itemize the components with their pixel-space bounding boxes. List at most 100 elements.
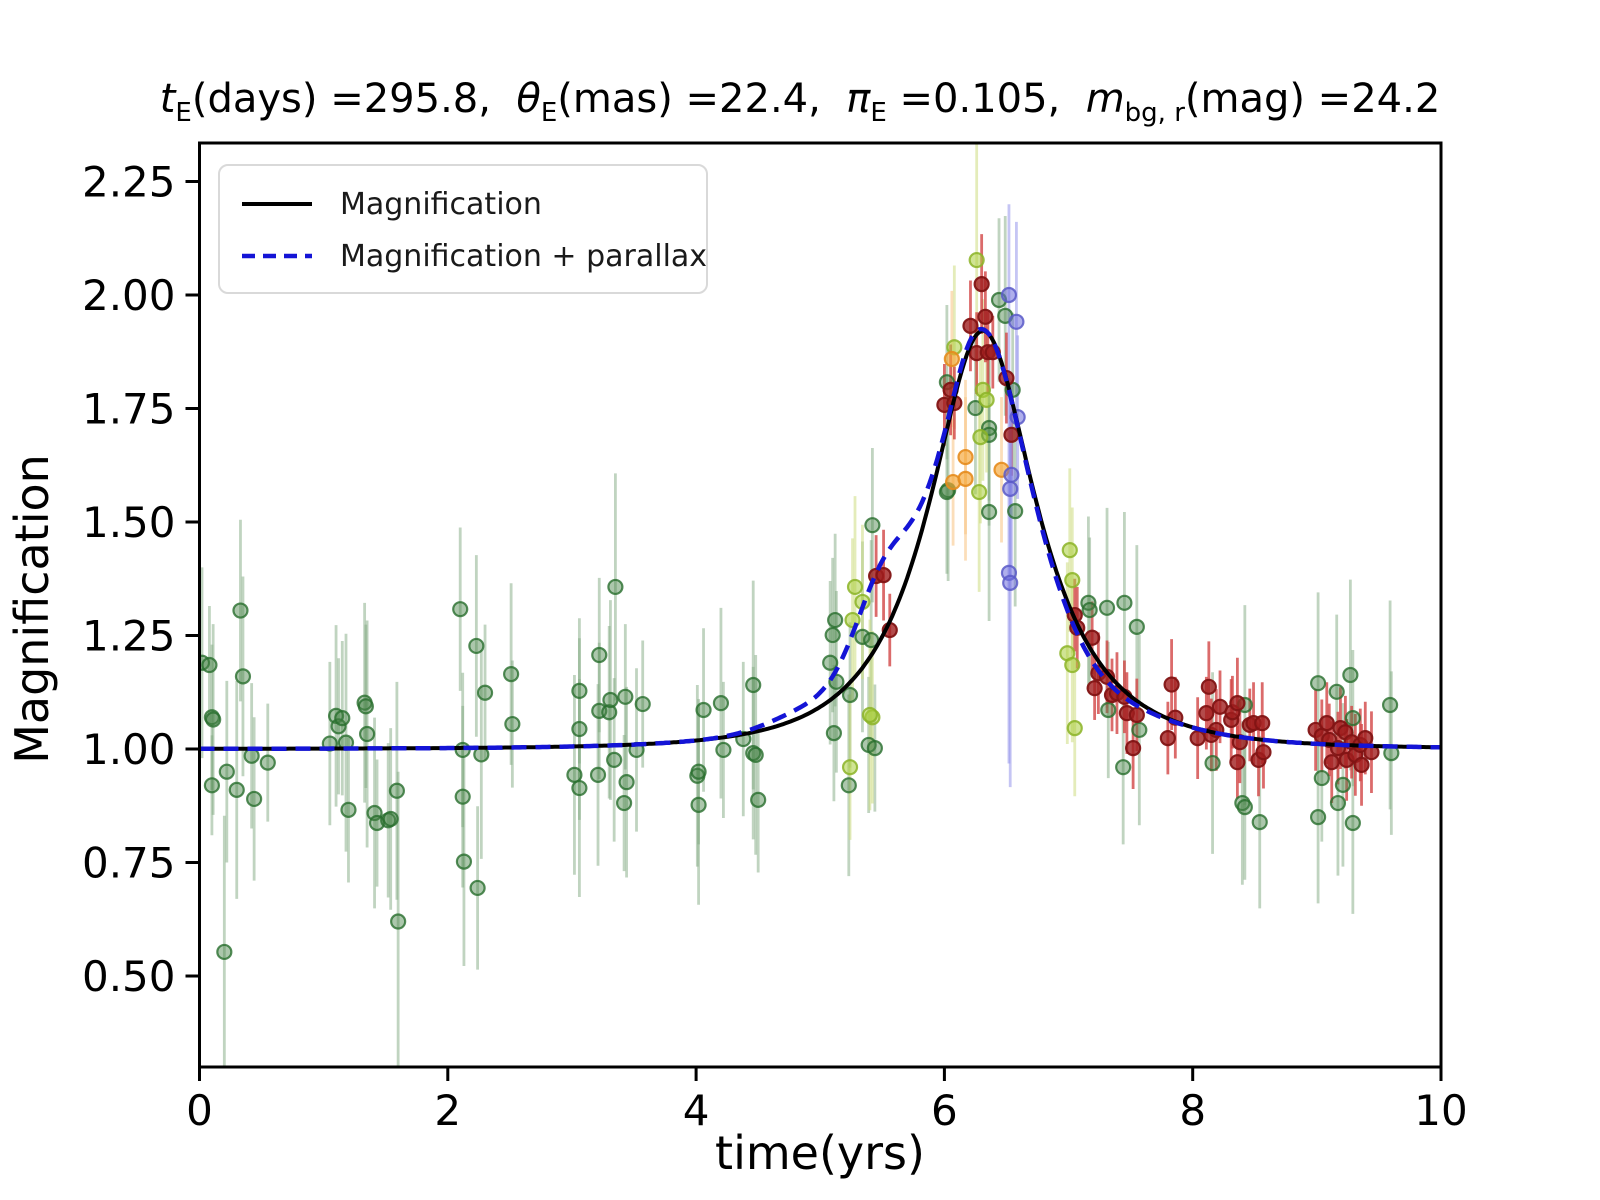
data-point-survey-green xyxy=(1381,696,1399,714)
data-point-survey-green xyxy=(452,601,469,618)
y-tick-label: 1.50 xyxy=(82,498,176,547)
data-point-survey-green xyxy=(571,720,588,738)
data-point-survey-yellowgreen xyxy=(846,578,864,596)
data-point-survey-green xyxy=(1251,814,1268,831)
data-point-survey-red xyxy=(1086,680,1103,697)
data-point-survey-green xyxy=(715,741,732,759)
data-point-survey-green xyxy=(234,668,252,685)
data-point-survey-green xyxy=(504,715,521,733)
data-point-survey-green xyxy=(476,684,494,701)
data-point-survey-yellowgreen xyxy=(1061,542,1078,559)
data-point-survey-green xyxy=(205,711,222,728)
data-point-survey-green xyxy=(1309,809,1327,826)
data-point-survey-green xyxy=(712,695,730,712)
data-point-survey-orange xyxy=(957,470,974,487)
data-point-survey-green xyxy=(330,718,347,735)
data-point-survey-green xyxy=(690,763,707,780)
data-point-survey-green xyxy=(1344,814,1361,832)
data-point-survey-green xyxy=(617,688,634,705)
data-point-survey-green xyxy=(1342,666,1359,684)
data-point-survey-yellowgreen xyxy=(861,706,879,724)
legend: Magnification Magnification + parallax xyxy=(218,164,708,294)
data-layer xyxy=(199,143,1441,1067)
data-point-survey-yellowgreen xyxy=(1064,656,1081,674)
data-point-survey-green xyxy=(1128,618,1145,635)
data-point-survey-yellowgreen xyxy=(971,483,988,501)
data-point-survey-green xyxy=(455,853,473,870)
data-point-survey-green xyxy=(340,801,357,818)
data-point-survey-green xyxy=(601,704,618,721)
title-segment: (mas) =22.4, xyxy=(557,76,847,122)
data-point-survey-green xyxy=(690,796,707,813)
data-point-survey-red xyxy=(1254,715,1271,732)
data-point-survey-green xyxy=(1116,594,1133,611)
data-point-survey-green xyxy=(216,943,233,961)
solid-line-sample xyxy=(242,202,312,206)
data-point-survey-blue xyxy=(1002,574,1019,591)
data-point-survey-green xyxy=(1334,776,1352,793)
data-point-survey-red xyxy=(875,567,892,584)
y-tick-label: 2.00 xyxy=(82,271,176,320)
title-segment: E xyxy=(870,98,887,128)
x-tick-label: 8 xyxy=(1179,1086,1206,1135)
data-point-survey-red xyxy=(1128,706,1145,724)
x-tick-label: 4 xyxy=(683,1086,710,1135)
data-point-survey-red xyxy=(1163,676,1180,693)
y-tick-label: 0.75 xyxy=(82,839,176,888)
data-point-survey-green xyxy=(591,646,608,664)
data-point-survey-green xyxy=(607,578,624,596)
data-point-survey-green xyxy=(203,777,221,794)
x-axis-label: time(yrs) xyxy=(715,1126,925,1180)
data-point-survey-green xyxy=(357,698,374,715)
title-segment: (days) =295.8, xyxy=(191,76,517,122)
legend-item-parallax: Magnification + parallax xyxy=(240,230,708,282)
data-point-survey-red xyxy=(1229,754,1246,771)
data-point-survey-green xyxy=(228,781,245,798)
title-segment: (mag) =24.2 xyxy=(1184,76,1441,122)
data-point-survey-green xyxy=(824,626,841,644)
data-point-survey-green xyxy=(1098,599,1116,616)
data-point-survey-green xyxy=(232,602,249,619)
data-point-survey-green xyxy=(634,695,651,713)
y-tick-label: 0.50 xyxy=(82,952,176,1001)
data-point-survey-green xyxy=(1236,799,1253,816)
legend-label: Magnification + parallax xyxy=(340,238,708,274)
title-segment: π xyxy=(846,76,871,122)
data-point-survey-green xyxy=(1313,769,1330,787)
data-point-survey-green xyxy=(454,788,471,805)
data-point-survey-green xyxy=(825,725,843,742)
data-point-survey-green xyxy=(967,399,984,417)
data-point-survey-red xyxy=(1003,426,1020,443)
axes-spines xyxy=(198,141,1443,1069)
data-point-survey-green xyxy=(822,654,839,671)
data-point-survey-green xyxy=(602,691,619,709)
data-point-survey-orange xyxy=(943,350,960,368)
legend-label: Magnification xyxy=(340,186,542,222)
data-point-survey-green xyxy=(503,666,520,683)
data-point-survey-green xyxy=(745,676,762,694)
y-tick-label: 1.75 xyxy=(82,385,176,434)
data-point-survey-green xyxy=(1328,683,1345,700)
data-point-survey-yellowgreen xyxy=(1064,572,1081,589)
data-point-survey-green xyxy=(390,913,407,930)
parallax-curve xyxy=(199,326,1441,752)
data-point-survey-green xyxy=(388,782,405,799)
data-point-survey-blue xyxy=(1003,466,1020,483)
x-tick-label: 0 xyxy=(186,1086,213,1135)
data-point-survey-green xyxy=(246,790,263,808)
data-point-survey-orange xyxy=(957,448,974,466)
title-segment: E xyxy=(175,98,192,128)
data-point-survey-blue xyxy=(1000,286,1018,304)
data-point-survey-green xyxy=(382,810,399,828)
data-point-survey-green xyxy=(1100,701,1117,719)
data-point-survey-red xyxy=(962,317,979,334)
data-point-survey-green xyxy=(259,754,276,771)
data-point-survey-green xyxy=(1309,675,1327,692)
data-point-survey-green xyxy=(334,710,351,727)
x-tick-label: 6 xyxy=(931,1086,958,1135)
data-point-survey-green xyxy=(618,774,635,791)
data-point-survey-yellowgreen xyxy=(978,391,995,408)
data-point-survey-yellowgreen xyxy=(972,429,989,446)
data-point-survey-green xyxy=(1115,759,1132,776)
